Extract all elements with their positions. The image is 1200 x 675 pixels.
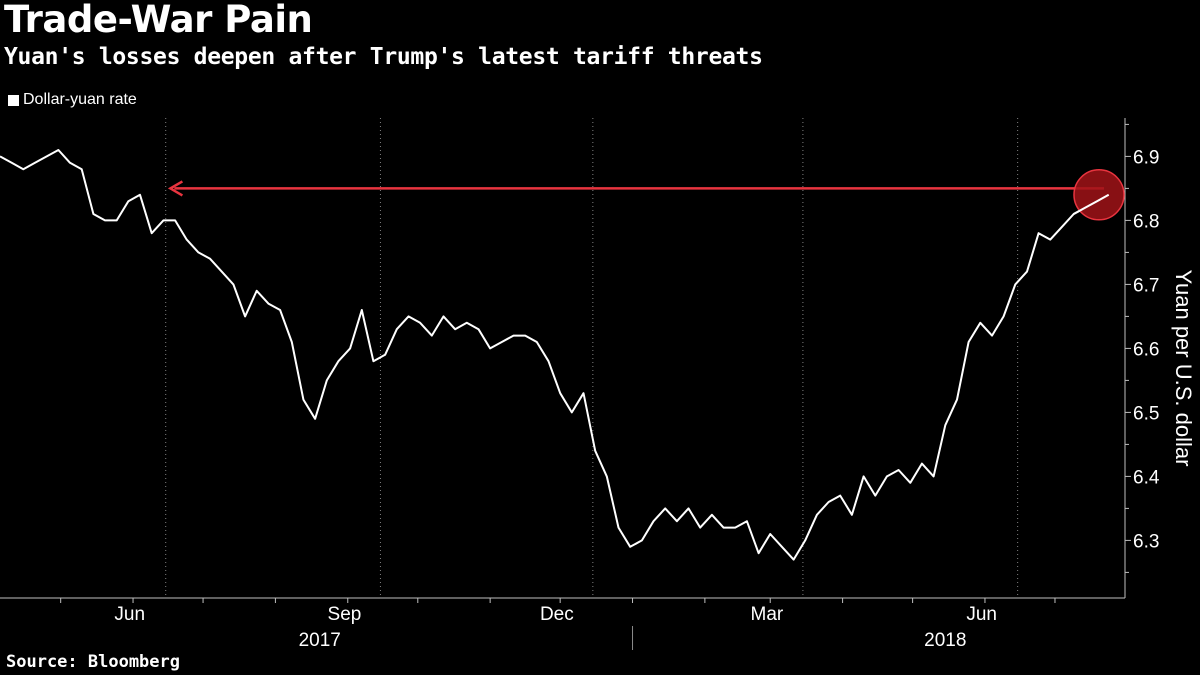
x-tick-label: Jun: [966, 604, 997, 625]
legend-label: Dollar-yuan rate: [23, 91, 137, 108]
highlight-circle: [1073, 169, 1125, 221]
x-tick-label: Dec: [540, 604, 574, 625]
x-tick-label: Jun: [114, 604, 145, 625]
annotations: [167, 169, 1125, 221]
legend: Dollar-yuan rate: [8, 91, 137, 109]
source-note: Source: Bloomberg: [6, 652, 180, 672]
x-tick-label: Sep: [328, 604, 362, 625]
series-line-dollar-yuan: [0, 149, 1110, 561]
arrow-head: [167, 180, 184, 197]
chart-subtitle: Yuan's losses deepen after Trump's lates…: [4, 44, 763, 70]
series-line-tail: [1073, 193, 1110, 215]
y-axis-label: Yuan per U.S. dollar: [1171, 270, 1196, 467]
tick-labels: Jun Sep Dec Mar Jun 2017 2018 6.3 6.4 6.5 6.6 6.7 6.…: [114, 147, 1196, 651]
y-tick-label: 6.5: [1133, 403, 1159, 424]
grid-lines: [165, 118, 1019, 598]
chart-title: Trade-War Pain: [4, 0, 313, 41]
year-label: 2018: [924, 630, 966, 651]
series-layer: [0, 149, 1110, 561]
y-tick-label: 6.8: [1133, 211, 1159, 232]
y-tick-label: 6.9: [1133, 147, 1159, 168]
y-tick-label: 6.7: [1133, 275, 1159, 296]
year-label: 2017: [299, 630, 341, 651]
y-tick-label: 6.4: [1133, 467, 1160, 488]
y-tick-label: 6.6: [1133, 339, 1159, 360]
x-tick-label: Mar: [751, 604, 784, 625]
y-tick-label: 6.3: [1133, 531, 1159, 552]
legend-swatch: [8, 94, 19, 106]
axes: [0, 118, 1131, 650]
